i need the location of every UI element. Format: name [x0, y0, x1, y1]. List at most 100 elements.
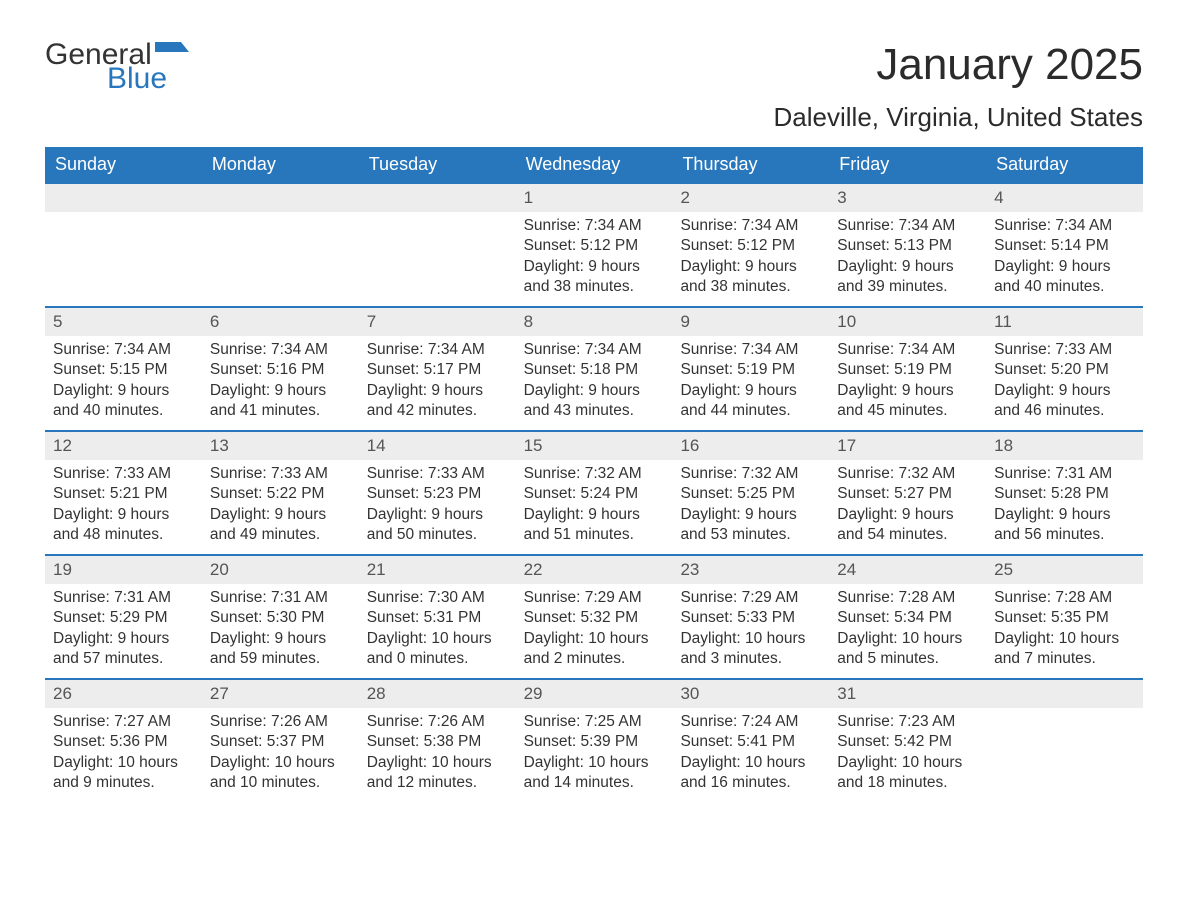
- title-location: Daleville, Virginia, United States: [774, 102, 1143, 133]
- sunset-line: Sunset: 5:16 PM: [210, 360, 351, 380]
- sunrise-line: Sunrise: 7:30 AM: [367, 588, 508, 608]
- sunrise-line: Sunrise: 7:34 AM: [524, 216, 665, 236]
- day-number: 10: [829, 308, 986, 336]
- day-body: [202, 212, 359, 224]
- sunrise-line: Sunrise: 7:34 AM: [53, 340, 194, 360]
- sunrise-line: Sunrise: 7:33 AM: [210, 464, 351, 484]
- sunset-line: Sunset: 5:34 PM: [837, 608, 978, 628]
- day-cell: 5Sunrise: 7:34 AMSunset: 5:15 PMDaylight…: [45, 308, 202, 430]
- day-body: Sunrise: 7:34 AMSunset: 5:12 PMDaylight:…: [516, 212, 673, 306]
- sunrise-line: Sunrise: 7:34 AM: [680, 216, 821, 236]
- dow-saturday: Saturday: [986, 147, 1143, 182]
- day-body: Sunrise: 7:23 AMSunset: 5:42 PMDaylight:…: [829, 708, 986, 802]
- week-row: 1Sunrise: 7:34 AMSunset: 5:12 PMDaylight…: [45, 182, 1143, 306]
- sunset-line: Sunset: 5:12 PM: [680, 236, 821, 256]
- day-body: Sunrise: 7:33 AMSunset: 5:21 PMDaylight:…: [45, 460, 202, 554]
- dow-sunday: Sunday: [45, 147, 202, 182]
- sunset-line: Sunset: 5:17 PM: [367, 360, 508, 380]
- sunset-line: Sunset: 5:36 PM: [53, 732, 194, 752]
- day-body: Sunrise: 7:32 AMSunset: 5:27 PMDaylight:…: [829, 460, 986, 554]
- day-body: Sunrise: 7:28 AMSunset: 5:35 PMDaylight:…: [986, 584, 1143, 678]
- day-number: 15: [516, 432, 673, 460]
- day-number: 29: [516, 680, 673, 708]
- sunset-line: Sunset: 5:22 PM: [210, 484, 351, 504]
- sunrise-line: Sunrise: 7:31 AM: [210, 588, 351, 608]
- daylight-line: Daylight: 9 hours and 40 minutes.: [994, 257, 1135, 298]
- daylight-line: Daylight: 9 hours and 56 minutes.: [994, 505, 1135, 546]
- sunset-line: Sunset: 5:39 PM: [524, 732, 665, 752]
- day-body: Sunrise: 7:26 AMSunset: 5:38 PMDaylight:…: [359, 708, 516, 802]
- day-number: 24: [829, 556, 986, 584]
- daylight-line: Daylight: 10 hours and 5 minutes.: [837, 629, 978, 670]
- sunset-line: Sunset: 5:12 PM: [524, 236, 665, 256]
- day-number: 7: [359, 308, 516, 336]
- sunrise-line: Sunrise: 7:33 AM: [53, 464, 194, 484]
- day-number: 1: [516, 184, 673, 212]
- daylight-line: Daylight: 10 hours and 3 minutes.: [680, 629, 821, 670]
- day-cell: 13Sunrise: 7:33 AMSunset: 5:22 PMDayligh…: [202, 432, 359, 554]
- day-number: 8: [516, 308, 673, 336]
- daylight-line: Daylight: 9 hours and 39 minutes.: [837, 257, 978, 298]
- day-number: 6: [202, 308, 359, 336]
- sunset-line: Sunset: 5:30 PM: [210, 608, 351, 628]
- logo-text-blue: Blue: [107, 64, 167, 94]
- day-number: 14: [359, 432, 516, 460]
- day-number: 17: [829, 432, 986, 460]
- day-cell: 29Sunrise: 7:25 AMSunset: 5:39 PMDayligh…: [516, 680, 673, 802]
- dow-monday: Monday: [202, 147, 359, 182]
- week-row: 12Sunrise: 7:33 AMSunset: 5:21 PMDayligh…: [45, 430, 1143, 554]
- sunrise-line: Sunrise: 7:29 AM: [680, 588, 821, 608]
- sunrise-line: Sunrise: 7:26 AM: [210, 712, 351, 732]
- day-body: Sunrise: 7:34 AMSunset: 5:12 PMDaylight:…: [672, 212, 829, 306]
- sunset-line: Sunset: 5:25 PM: [680, 484, 821, 504]
- day-cell: [359, 184, 516, 306]
- sunrise-line: Sunrise: 7:34 AM: [837, 216, 978, 236]
- sunset-line: Sunset: 5:15 PM: [53, 360, 194, 380]
- day-cell: [202, 184, 359, 306]
- sunrise-line: Sunrise: 7:34 AM: [994, 216, 1135, 236]
- day-number: 18: [986, 432, 1143, 460]
- sunrise-line: Sunrise: 7:34 AM: [837, 340, 978, 360]
- day-number: 9: [672, 308, 829, 336]
- day-cell: 24Sunrise: 7:28 AMSunset: 5:34 PMDayligh…: [829, 556, 986, 678]
- sunrise-line: Sunrise: 7:27 AM: [53, 712, 194, 732]
- sunset-line: Sunset: 5:31 PM: [367, 608, 508, 628]
- day-cell: 3 Sunrise: 7:34 AMSunset: 5:13 PMDaylight…: [829, 184, 986, 306]
- day-cell: 7Sunrise: 7:34 AMSunset: 5:17 PMDaylight…: [359, 308, 516, 430]
- daylight-line: Daylight: 10 hours and 14 minutes.: [524, 753, 665, 794]
- day-body: Sunrise: 7:31 AMSunset: 5:29 PMDaylight:…: [45, 584, 202, 678]
- sunrise-line: Sunrise: 7:33 AM: [367, 464, 508, 484]
- daylight-line: Daylight: 9 hours and 38 minutes.: [680, 257, 821, 298]
- day-number: 30: [672, 680, 829, 708]
- day-body: Sunrise: 7:34 AMSunset: 5:19 PMDaylight:…: [829, 336, 986, 430]
- sunset-line: Sunset: 5:18 PM: [524, 360, 665, 380]
- day-cell: 10Sunrise: 7:34 AMSunset: 5:19 PMDayligh…: [829, 308, 986, 430]
- day-number: 3: [829, 184, 986, 212]
- sunset-line: Sunset: 5:13 PM: [837, 236, 978, 256]
- sunrise-line: Sunrise: 7:25 AM: [524, 712, 665, 732]
- sunrise-line: Sunrise: 7:26 AM: [367, 712, 508, 732]
- sunset-line: Sunset: 5:28 PM: [994, 484, 1135, 504]
- day-cell: 15Sunrise: 7:32 AMSunset: 5:24 PMDayligh…: [516, 432, 673, 554]
- day-body: [45, 212, 202, 224]
- sunrise-line: Sunrise: 7:34 AM: [367, 340, 508, 360]
- day-body: Sunrise: 7:25 AMSunset: 5:39 PMDaylight:…: [516, 708, 673, 802]
- day-cell: 20Sunrise: 7:31 AMSunset: 5:30 PMDayligh…: [202, 556, 359, 678]
- day-cell: 22Sunrise: 7:29 AMSunset: 5:32 PMDayligh…: [516, 556, 673, 678]
- day-cell: 8Sunrise: 7:34 AMSunset: 5:18 PMDaylight…: [516, 308, 673, 430]
- dow-thursday: Thursday: [672, 147, 829, 182]
- day-body: Sunrise: 7:32 AMSunset: 5:25 PMDaylight:…: [672, 460, 829, 554]
- day-cell: 9Sunrise: 7:34 AMSunset: 5:19 PMDaylight…: [672, 308, 829, 430]
- daylight-line: Daylight: 10 hours and 10 minutes.: [210, 753, 351, 794]
- daylight-line: Daylight: 9 hours and 59 minutes.: [210, 629, 351, 670]
- sunset-line: Sunset: 5:19 PM: [837, 360, 978, 380]
- sunset-line: Sunset: 5:29 PM: [53, 608, 194, 628]
- day-cell: 31Sunrise: 7:23 AMSunset: 5:42 PMDayligh…: [829, 680, 986, 802]
- daylight-line: Daylight: 10 hours and 12 minutes.: [367, 753, 508, 794]
- sunrise-line: Sunrise: 7:31 AM: [53, 588, 194, 608]
- day-body: Sunrise: 7:29 AMSunset: 5:33 PMDaylight:…: [672, 584, 829, 678]
- day-number: 28: [359, 680, 516, 708]
- sunset-line: Sunset: 5:32 PM: [524, 608, 665, 628]
- sunrise-line: Sunrise: 7:31 AM: [994, 464, 1135, 484]
- day-body: Sunrise: 7:34 AMSunset: 5:15 PMDaylight:…: [45, 336, 202, 430]
